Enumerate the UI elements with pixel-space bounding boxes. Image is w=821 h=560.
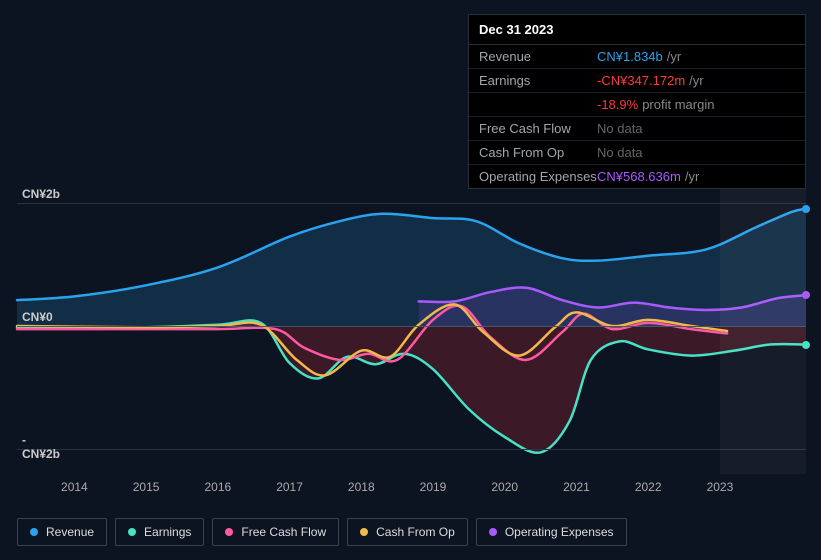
x-axis-tick-label: 2023 [707,474,734,494]
y-axis-tick-label: CN¥0 [17,310,53,324]
legend-item[interactable]: Free Cash Flow [212,518,339,546]
tooltip-row: Cash From OpNo data [469,141,805,165]
legend-item-label: Revenue [46,525,94,539]
chart-tooltip: Dec 31 2023 RevenueCN¥1.834b/yrEarnings-… [468,14,806,189]
x-axis-tick-label: 2015 [133,474,160,494]
tooltip-row-label: Cash From Op [479,145,597,160]
legend-dot-icon [489,528,497,536]
tooltip-row: RevenueCN¥1.834b/yr [469,45,805,69]
legend-dot-icon [360,528,368,536]
legend-item[interactable]: Operating Expenses [476,518,627,546]
tooltip-row-value: -18.9%profit margin [597,97,714,112]
series-end-dot [802,291,810,299]
legend-item[interactable]: Revenue [17,518,107,546]
series-end-dot [802,341,810,349]
tooltip-date: Dec 31 2023 [469,15,805,45]
legend-item-label: Free Cash Flow [241,525,326,539]
y-axis-tick-label: CN¥2b [17,187,60,201]
legend-item[interactable]: Earnings [115,518,204,546]
legend-item-label: Earnings [144,525,191,539]
financials-chart: Dec 31 2023 RevenueCN¥1.834b/yrEarnings-… [0,0,821,560]
x-axis-tick-label: 2018 [348,474,375,494]
legend-dot-icon [225,528,233,536]
tooltip-row-label: Earnings [479,73,597,88]
legend-item[interactable]: Cash From Op [347,518,468,546]
tooltip-row-value: CN¥568.636m/yr [597,169,699,184]
series-end-dot [802,205,810,213]
tooltip-row-label: Operating Expenses [479,169,597,184]
tooltip-row-value: No data [597,121,643,136]
x-axis-tick-label: 2021 [563,474,590,494]
chart-plot-area[interactable]: CN¥2bCN¥0-CN¥2b2014201520162017201820192… [17,178,806,474]
tooltip-row: -18.9%profit margin [469,93,805,117]
tooltip-row-value: CN¥1.834b/yr [597,49,681,64]
legend-dot-icon [128,528,136,536]
legend-dot-icon [30,528,38,536]
chart-legend: Revenue Earnings Free Cash Flow Cash From O… [17,518,627,546]
tooltip-row-value: No data [597,145,643,160]
tooltip-row: Operating ExpensesCN¥568.636m/yr [469,165,805,188]
tooltip-row-label: Free Cash Flow [479,121,597,136]
x-axis-tick-label: 2014 [61,474,88,494]
legend-item-label: Cash From Op [376,525,455,539]
legend-item-label: Operating Expenses [505,525,614,539]
tooltip-row: Free Cash FlowNo data [469,117,805,141]
tooltip-row-label: Revenue [479,49,597,64]
x-axis-tick-label: 2019 [420,474,447,494]
x-axis-tick-label: 2022 [635,474,662,494]
y-axis-tick-label: -CN¥2b [17,433,60,461]
future-period-band [720,178,806,474]
tooltip-row-label [479,97,597,112]
tooltip-row-value: -CN¥347.172m/yr [597,73,704,88]
tooltip-row: Earnings-CN¥347.172m/yr [469,69,805,93]
x-axis-tick-label: 2017 [276,474,303,494]
x-axis-tick-label: 2016 [204,474,231,494]
x-axis-tick-label: 2020 [491,474,518,494]
